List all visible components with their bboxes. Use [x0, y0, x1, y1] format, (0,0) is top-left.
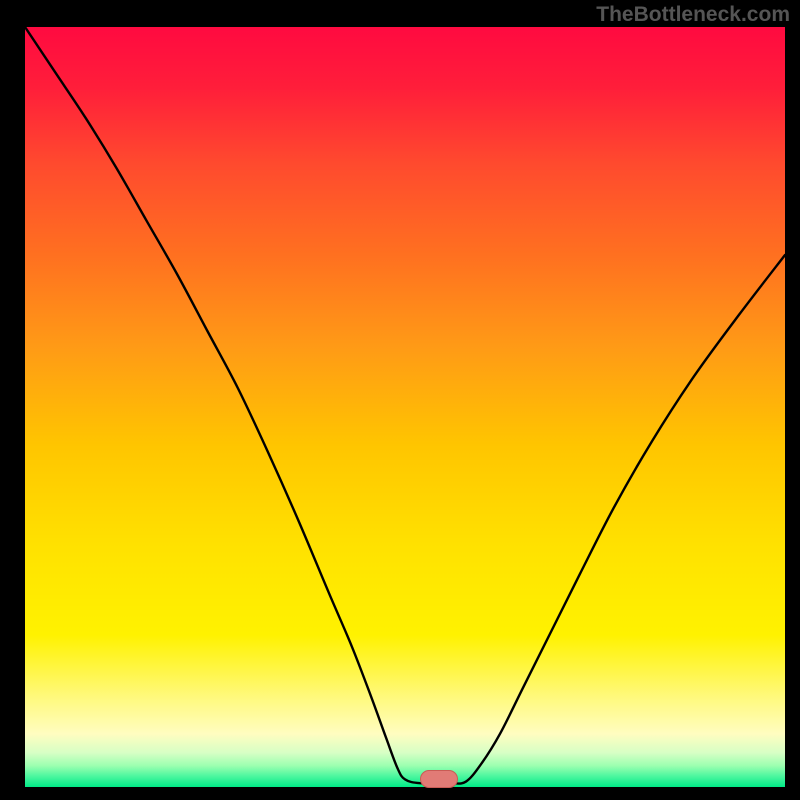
bottleneck-marker — [420, 770, 458, 788]
v-curve — [25, 27, 785, 787]
watermark-text: TheBottleneck.com — [596, 3, 790, 27]
chart-container: TheBottleneck.com — [0, 0, 800, 800]
plot-area — [25, 27, 785, 787]
